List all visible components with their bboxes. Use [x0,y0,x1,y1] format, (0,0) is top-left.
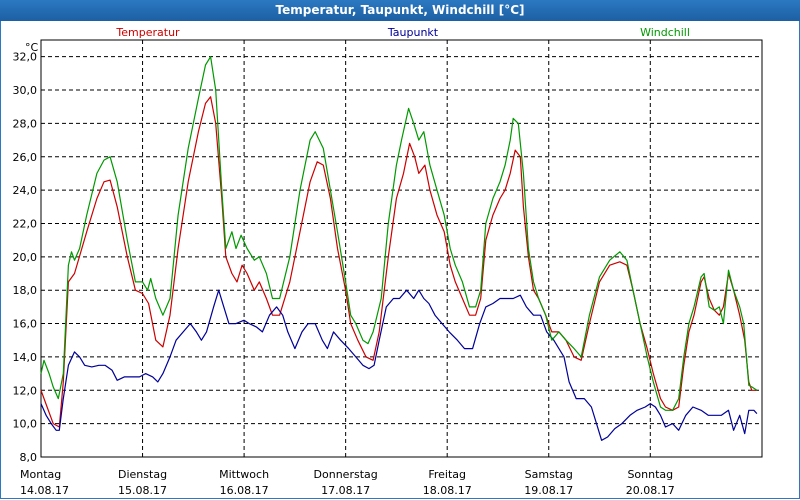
chart-frame [0,21,800,499]
x-day-label: Samstag [525,468,573,481]
y-tick-label: 16,0 [13,318,38,331]
y-tick-label: 10,0 [13,418,38,431]
y-tick-label: 24,0 [13,184,38,197]
x-date-label: 17.08.17 [321,484,370,497]
x-day-label: Freitag [428,468,466,481]
y-tick-label: 14,0 [13,351,38,364]
series-line-temperatur [40,96,757,428]
legend-taupunkt: Taupunkt [387,26,439,39]
y-tick-label: 12,0 [13,384,38,397]
y-tick-label: 26,0 [13,151,38,164]
y-tick-label: 8,0 [20,451,38,464]
grid [41,40,762,457]
x-day-label: Montag [20,468,61,481]
x-day-label: Donnerstag [314,468,378,481]
plot-area-border [40,39,763,458]
x-date-label: 20.08.17 [626,484,675,497]
series-line-windchill [40,56,758,411]
x-day-label: Mittwoch [219,468,269,481]
x-date-label: 15.08.17 [118,484,167,497]
y-axis-unit: °C [25,41,39,54]
y-tick-label: 30,0 [13,84,38,97]
x-date-label: 18.08.17 [423,484,472,497]
x-date-label: 16.08.17 [220,484,269,497]
x-date-label: 14.08.17 [20,484,69,497]
window-title: Temperatur, Taupunkt, Windchill [°C] [0,0,800,21]
x-day-label: Dienstag [118,468,167,481]
y-tick-label: 32,0 [13,51,38,64]
x-day-label: Sonntag [627,468,673,481]
series-line-taupunkt [40,289,758,441]
legend-temperatur: Temperatur [115,26,180,39]
y-tick-label: 28,0 [13,117,38,130]
y-tick-label: 22,0 [13,217,38,230]
y-tick-label: 20,0 [13,251,38,264]
legend-windchill: Windchill [640,26,690,39]
y-tick-label: 18,0 [13,284,38,297]
x-date-label: 19.08.17 [524,484,573,497]
